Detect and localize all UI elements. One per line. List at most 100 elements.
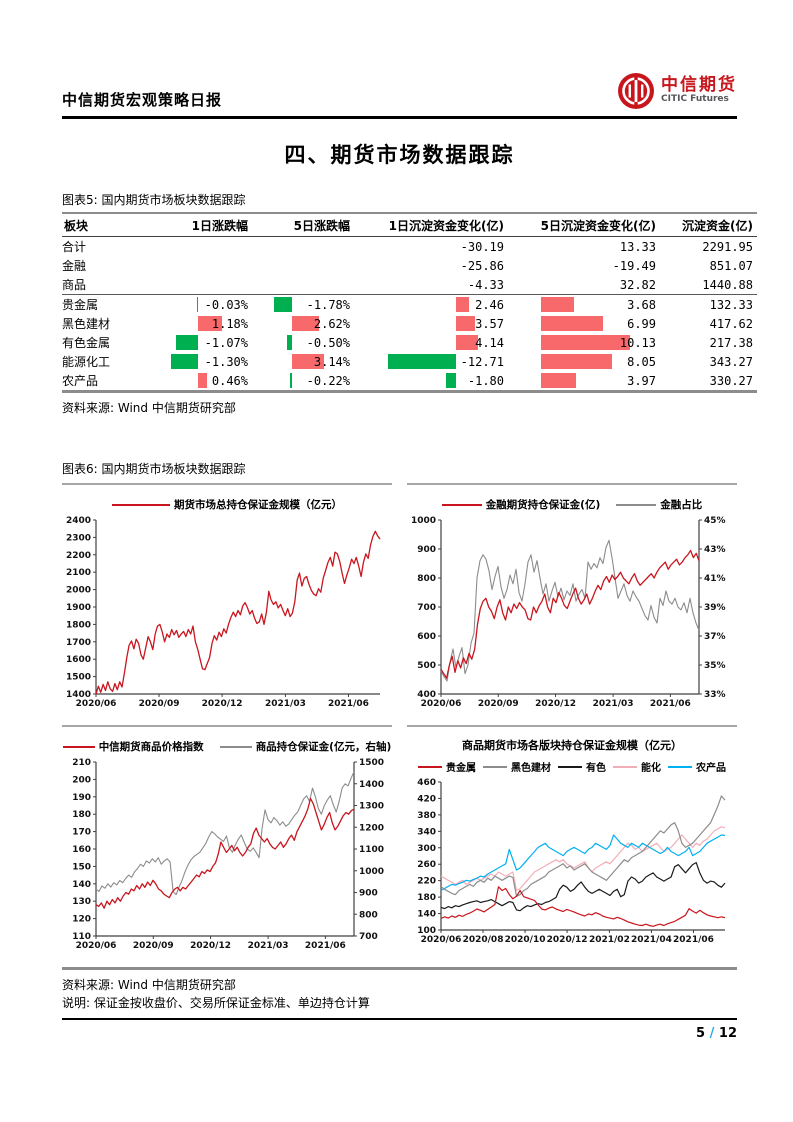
svg-text:150: 150	[72, 862, 91, 872]
svg-text:2021/03: 2021/03	[265, 699, 306, 709]
chart-panel: 期货市场总持仓保证金规模（亿元） 1400 1500 1600 1700 1800 1900…	[62, 483, 392, 721]
series-line	[95, 797, 355, 909]
line-chart: 400 500 600 700 800 900 1000 33% 35% 37% 39% 41% 43%…	[411, 516, 726, 709]
line-chart: 110 120 130 140 150 160 170 180 190 200 210 700 800 9…	[72, 758, 384, 951]
value-cell: 330.27	[709, 373, 753, 388]
svg-text:2300: 2300	[66, 533, 91, 543]
figure5-source: 资料来源: Wind 中信期货研究部	[62, 401, 236, 415]
series-line	[95, 530, 381, 695]
column-header: 5日沉淀资金变化(亿)	[508, 213, 660, 237]
svg-text:380: 380	[417, 811, 436, 821]
svg-text:35%: 35%	[704, 661, 726, 671]
svg-text:500: 500	[417, 661, 436, 671]
svg-text:1200: 1200	[359, 823, 384, 833]
positive-data-bar	[197, 316, 222, 331]
table-row: 商品 -4.33 32.82 1440.88	[62, 275, 757, 295]
sector-name: 合计	[62, 240, 87, 254]
chart-legend: 期货市场总持仓保证金规模（亿元）	[62, 497, 392, 512]
legend-line-swatch	[668, 765, 692, 768]
legend-item: 能化	[613, 759, 661, 774]
svg-text:1300: 1300	[359, 802, 384, 812]
table-row: 农产品 0.46% -0.22% -1.80 3.97 330.27	[62, 371, 757, 392]
svg-text:2021/06: 2021/06	[650, 699, 691, 709]
value-cell: -1.78%	[252, 295, 354, 315]
table-row: 合计 -30.19 13.33 2291.95	[62, 237, 757, 257]
chart-legend: 中信期货商品价格指数 商品持仓保证金(亿元，右轴)	[62, 739, 392, 754]
svg-text:2020/10: 2020/10	[505, 935, 546, 945]
svg-text:2000: 2000	[66, 586, 91, 596]
svg-text:2021/02: 2021/02	[589, 935, 630, 945]
negative-data-bar	[274, 297, 293, 312]
table-header-row: 板块 1日涨跌幅 5日涨跌幅 1日沉淀资金变化(亿) 5日沉淀资金变化(亿) 沉淀资金(亿…	[62, 213, 757, 237]
svg-text:180: 180	[417, 893, 436, 903]
legend-line-swatch	[483, 765, 507, 768]
svg-text:1700: 1700	[66, 638, 91, 648]
legend-item: 金融期货持仓保证金(亿)	[441, 497, 600, 512]
page-footer: 5 / 12	[62, 1018, 737, 1041]
value-cell: 3.68	[508, 295, 660, 315]
value-cell: -12.71	[354, 352, 508, 371]
svg-text:2020/12: 2020/12	[547, 935, 588, 945]
value-cell	[252, 237, 354, 257]
legend-line-swatch	[558, 765, 582, 768]
value-cell: 3.14%	[252, 352, 354, 371]
line-chart: 1400 1500 1600 1700 1800 1900 2000 2100 2200 2300…	[66, 516, 381, 709]
svg-text:180: 180	[72, 810, 91, 820]
column-header: 板块	[62, 213, 148, 237]
sector-name: 商品	[62, 275, 148, 295]
chart-legend: 贵金属 黑色建材 有色 能化 农产品	[407, 759, 737, 774]
svg-text:110: 110	[72, 932, 91, 942]
positive-data-bar	[455, 297, 469, 312]
svg-text:100: 100	[417, 926, 436, 936]
svg-text:2400: 2400	[66, 516, 91, 526]
value-cell: 2.46	[354, 295, 508, 315]
value-cell: 1440.88	[660, 275, 757, 295]
positive-data-bar	[292, 354, 324, 369]
legend-line-swatch	[616, 503, 657, 506]
page-separator: /	[709, 1026, 715, 1041]
svg-text:37%: 37%	[704, 632, 726, 642]
page-number: 5	[696, 1026, 706, 1041]
svg-text:2020/06: 2020/06	[421, 935, 462, 945]
negative-data-bar	[175, 335, 198, 350]
sector-name: 贵金属	[62, 298, 99, 312]
series-line	[440, 886, 726, 927]
negative-data-bar	[290, 373, 293, 388]
svg-text:43%: 43%	[704, 545, 726, 555]
svg-text:800: 800	[417, 574, 436, 584]
sector-name: 农产品	[62, 374, 99, 388]
value-cell: 132.33	[709, 297, 753, 312]
negative-data-bar	[387, 354, 456, 369]
value-cell: 217.38	[709, 335, 753, 350]
value-cell: -1.30%	[148, 352, 252, 371]
positive-data-bar	[541, 316, 603, 331]
svg-text:2020/12: 2020/12	[190, 941, 231, 951]
svg-text:1800: 1800	[66, 620, 91, 630]
svg-text:260: 260	[417, 860, 436, 870]
svg-text:1500: 1500	[66, 673, 91, 683]
svg-text:2020/06: 2020/06	[421, 699, 462, 709]
value-cell	[148, 275, 252, 295]
svg-text:2020/09: 2020/09	[139, 699, 180, 709]
figure6-note: 说明: 保证金按收盘价、交易所保证金标准、单边持仓计算	[62, 996, 370, 1010]
legend-item: 期货市场总持仓保证金规模（亿元）	[112, 497, 342, 512]
value-cell: 2291.95	[702, 239, 753, 254]
value-cell	[148, 237, 252, 257]
column-header: 1日沉淀资金变化(亿)	[354, 213, 508, 237]
legend-line-swatch	[112, 503, 170, 506]
value-cell: 2.62%	[252, 314, 354, 333]
positive-data-bar	[541, 354, 612, 369]
table-row: 有色金属 -1.07% -0.50% 4.14 10.13 217.38	[62, 333, 757, 352]
svg-text:41%: 41%	[704, 574, 726, 584]
chart-legend: 金融期货持仓保证金(亿) 金融占比	[407, 497, 737, 512]
svg-text:200: 200	[72, 775, 91, 785]
value-cell: 8.05	[508, 352, 660, 371]
svg-text:220: 220	[417, 877, 436, 887]
table-row: 金融 -25.86 -19.49 851.07	[62, 256, 757, 275]
value-cell: 851.07	[709, 258, 753, 273]
column-header: 1日涨跌幅	[148, 213, 252, 237]
svg-text:2021/06: 2021/06	[673, 935, 714, 945]
value-cell: 1.18%	[148, 314, 252, 333]
legend-line-swatch	[62, 745, 95, 748]
